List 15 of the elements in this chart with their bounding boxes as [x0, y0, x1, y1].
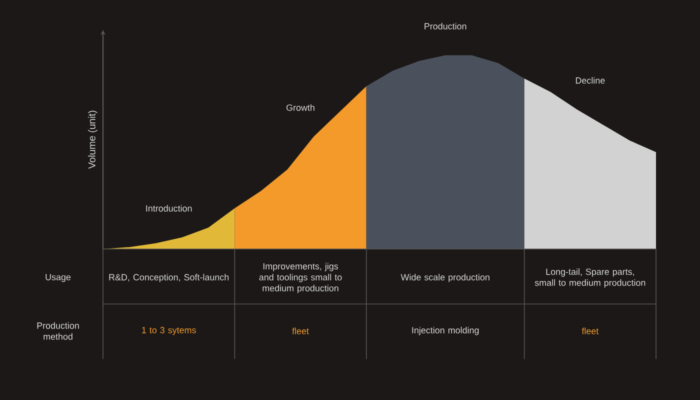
y-axis-title: Volume (unit): [88, 110, 98, 169]
text: fleet: [582, 328, 599, 334]
text: Growth: [286, 104, 314, 111]
text: Introduction: [146, 205, 192, 212]
text: 1 to 3 sytems: [142, 326, 196, 336]
text: R&D, Conception, Soft-launch: [109, 274, 229, 282]
text: Wide scale production: [400, 274, 490, 282]
text: Production method: [37, 322, 79, 340]
text: Usage: [46, 274, 71, 282]
text: Injection molding: [412, 326, 479, 336]
text: Decline: [576, 77, 605, 84]
text: Production: [424, 22, 466, 30]
text: Long-tail, Spare parts, small to medium production: [534, 268, 646, 288]
text: Improvements, jigs and toolings small to medium production: [259, 262, 342, 294]
text: fleet: [292, 328, 309, 334]
